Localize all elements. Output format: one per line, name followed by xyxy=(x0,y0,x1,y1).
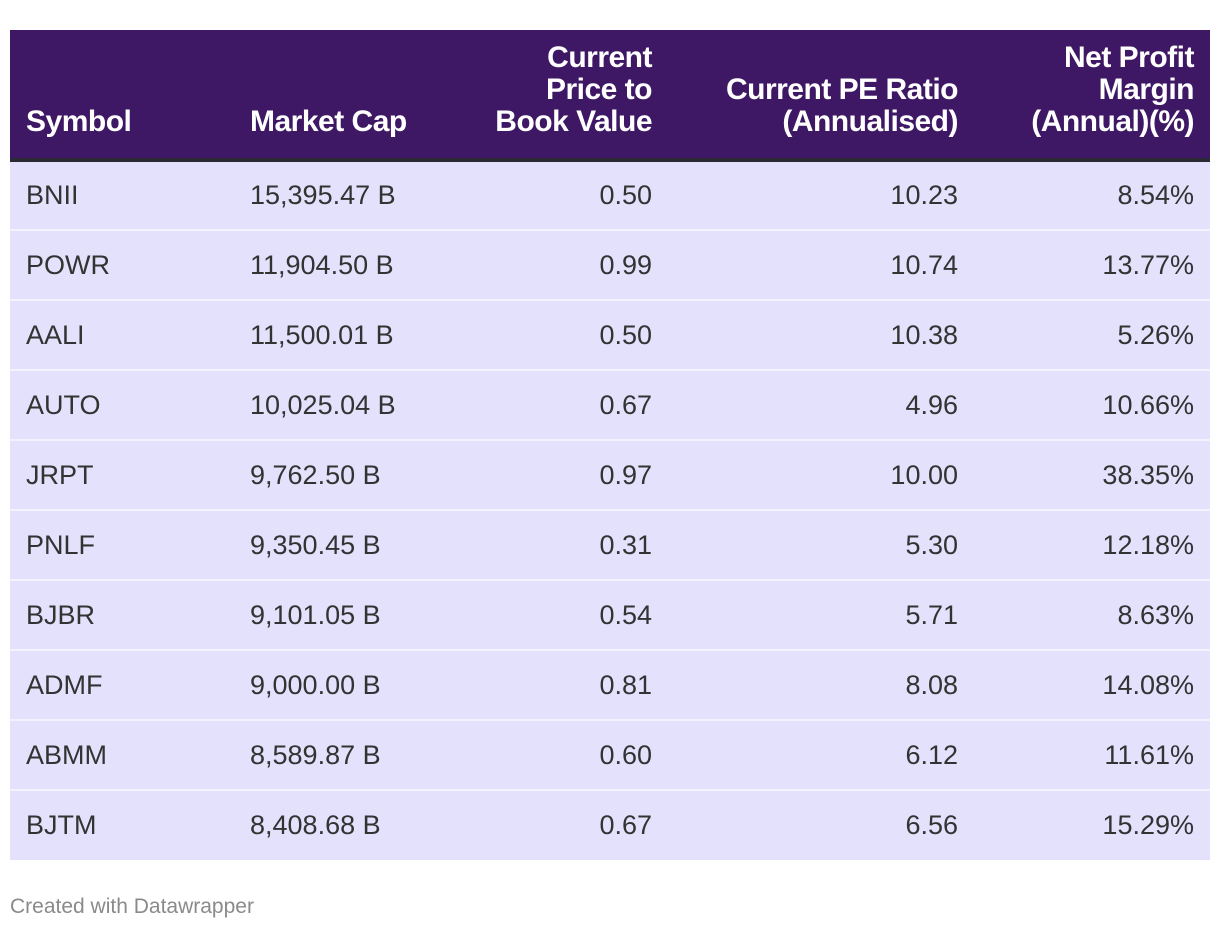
cell-pe-ratio: 5.71 xyxy=(905,599,958,630)
cell-symbol: PNLF xyxy=(26,529,96,560)
cell-price-to-book: 0.50 xyxy=(599,319,652,350)
cell-market-cap: 9,000.00 B xyxy=(250,669,381,700)
cell-pe-ratio: 6.56 xyxy=(905,810,958,840)
cell-price-to-book: 0.99 xyxy=(599,249,652,280)
table-row: PNLF 9,350.45 B 0.31 5.30 12.18% xyxy=(10,510,1210,580)
cell-net-profit-margin: 8.63% xyxy=(1117,599,1194,630)
header-line: Book Value xyxy=(495,105,652,138)
cell-net-profit-margin: 15.29% xyxy=(1102,810,1194,840)
cell-pe-ratio: 8.08 xyxy=(905,669,958,700)
cell-pe-ratio: 10.00 xyxy=(890,459,958,490)
header-line: Net Profit xyxy=(1064,41,1195,74)
cell-net-profit-margin: 8.54% xyxy=(1117,180,1194,210)
header-line: Margin xyxy=(1098,73,1195,106)
header-net-profit-margin[interactable]: Net Profit Margin (Annual)(%) xyxy=(974,30,1210,160)
table-body: BNII 15,395.47 B 0.50 10.23 8.54% POWR 11,904.… xyxy=(10,160,1210,860)
table-row: AALI 11,500.01 B 0.50 10.38 5.26% xyxy=(10,300,1210,370)
header-line: Symbol xyxy=(26,105,132,138)
cell-symbol: AALI xyxy=(26,319,85,350)
cell-net-profit-margin: 12.18% xyxy=(1102,529,1194,560)
cell-pe-ratio: 10.23 xyxy=(890,180,958,210)
footer-credit: Created with Datawrapper xyxy=(10,895,254,918)
cell-market-cap: 8,589.87 B xyxy=(250,739,381,770)
cell-symbol: BJTM xyxy=(26,810,97,840)
cell-market-cap: 15,395.47 B xyxy=(250,180,396,210)
cell-price-to-book: 0.31 xyxy=(599,529,652,560)
header-symbol[interactable]: Symbol xyxy=(10,30,234,160)
cell-symbol: ADMF xyxy=(26,669,103,700)
cell-market-cap: 8,408.68 B xyxy=(250,810,381,840)
cell-price-to-book: 0.81 xyxy=(599,669,652,700)
header-price-to-book[interactable]: Current Price to Book Value xyxy=(440,30,668,160)
data-table-container: Symbol Market Cap Current Price to Book Va… xyxy=(10,30,1210,860)
table-row: BJBR 9,101.05 B 0.54 5.71 8.63% xyxy=(10,580,1210,650)
header-line: Current PE Ratio xyxy=(725,73,959,106)
cell-market-cap: 11,500.01 B xyxy=(250,319,394,350)
cell-net-profit-margin: 5.26% xyxy=(1117,319,1194,350)
header-line: (Annualised) xyxy=(782,105,958,138)
cell-pe-ratio: 6.12 xyxy=(905,739,958,770)
table-row: ABMM 8,589.87 B 0.60 6.12 11.61% xyxy=(10,720,1210,790)
cell-symbol: AUTO xyxy=(26,389,101,420)
header-pe-ratio[interactable]: Current PE Ratio (Annualised) xyxy=(668,30,974,160)
cell-price-to-book: 0.50 xyxy=(599,180,652,210)
table-row: JRPT 9,762.50 B 0.97 10.00 38.35% xyxy=(10,440,1210,510)
cell-pe-ratio: 10.74 xyxy=(890,249,958,280)
header-row: Symbol Market Cap Current Price to Book Va… xyxy=(10,30,1210,160)
cell-symbol: BNII xyxy=(26,180,79,210)
data-table: Symbol Market Cap Current Price to Book Va… xyxy=(10,30,1210,860)
cell-symbol: JRPT xyxy=(26,459,94,490)
cell-market-cap: 10,025.04 B xyxy=(250,389,396,420)
header-line: Current xyxy=(547,41,652,74)
table-row: AUTO 10,025.04 B 0.67 4.96 10.66% xyxy=(10,370,1210,440)
cell-market-cap: 9,762.50 B xyxy=(250,459,381,490)
table-header: Symbol Market Cap Current Price to Book Va… xyxy=(10,30,1210,160)
cell-net-profit-margin: 14.08% xyxy=(1102,669,1194,700)
cell-symbol: POWR xyxy=(26,249,110,280)
table-row: ADMF 9,000.00 B 0.81 8.08 14.08% xyxy=(10,650,1210,720)
cell-pe-ratio: 10.38 xyxy=(890,319,958,350)
cell-price-to-book: 0.97 xyxy=(599,459,652,490)
cell-symbol: ABMM xyxy=(26,739,107,770)
cell-market-cap: 9,101.05 B xyxy=(250,599,381,630)
table-row: POWR 11,904.50 B 0.99 10.74 13.77% xyxy=(10,230,1210,300)
cell-net-profit-margin: 11.61% xyxy=(1104,739,1194,770)
cell-market-cap: 11,904.50 B xyxy=(250,249,394,280)
cell-price-to-book: 0.67 xyxy=(599,810,652,840)
cell-net-profit-margin: 10.66% xyxy=(1102,389,1194,420)
header-line: (Annual)(%) xyxy=(1031,105,1194,138)
cell-price-to-book: 0.54 xyxy=(599,599,652,630)
cell-pe-ratio: 4.96 xyxy=(905,389,958,420)
header-line: Price to xyxy=(545,73,653,106)
table-row: BNII 15,395.47 B 0.50 10.23 8.54% xyxy=(10,160,1210,230)
cell-price-to-book: 0.67 xyxy=(599,389,652,420)
cell-symbol: BJBR xyxy=(26,599,96,630)
cell-pe-ratio: 5.30 xyxy=(905,529,958,560)
cell-net-profit-margin: 13.77% xyxy=(1102,249,1194,280)
table-row: BJTM 8,408.68 B 0.67 6.56 15.29% xyxy=(10,790,1210,860)
header-line: Market Cap xyxy=(250,105,407,138)
header-market-cap[interactable]: Market Cap xyxy=(234,30,440,160)
cell-net-profit-margin: 38.35% xyxy=(1102,459,1194,490)
cell-price-to-book: 0.60 xyxy=(599,739,652,770)
cell-market-cap: 9,350.45 B xyxy=(250,529,381,560)
